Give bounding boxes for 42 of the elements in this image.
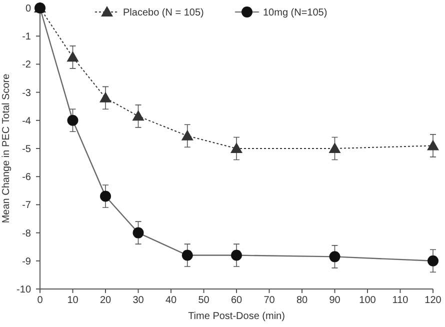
y-tick-label: -9	[22, 256, 32, 268]
x-tick-label: 20	[100, 295, 112, 306]
x-tick-label: 60	[230, 295, 242, 306]
point	[100, 92, 112, 102]
y-tick-label: -1	[22, 32, 32, 43]
y-tick-label: -10	[16, 284, 32, 296]
point	[231, 250, 242, 261]
point	[427, 140, 439, 150]
x-tick-label: 10	[67, 295, 79, 306]
x-tick-label: 110	[392, 295, 409, 306]
x-tick-label: 40	[165, 295, 177, 306]
y-tick-label: -8	[22, 228, 32, 240]
point	[132, 227, 144, 238]
legend-label: 10mg (N=105)	[263, 8, 328, 18]
point	[66, 51, 79, 62]
y-tick-label: -7	[22, 200, 32, 212]
y-axis-title: Mean Change in PEC Total Score	[1, 73, 12, 224]
point	[182, 250, 193, 261]
point	[328, 142, 341, 153]
x-tick-label: 0	[37, 295, 44, 306]
point	[67, 114, 78, 126]
point	[132, 110, 144, 121]
y-tick-label: -5	[22, 144, 32, 155]
x-tick-label: 100	[359, 295, 376, 306]
x-tick-label: 80	[296, 295, 308, 306]
x-tick-label: 120	[424, 295, 442, 306]
y-tick-label: 0	[25, 4, 32, 14]
x-tick-label: 90	[329, 295, 341, 306]
x-axis-title: Time Post-Dose (min)	[188, 311, 285, 322]
x-tick-label: 50	[198, 295, 210, 306]
point	[428, 255, 438, 266]
y-tick-label: -2	[22, 60, 32, 71]
x-tick-label: 70	[264, 295, 276, 306]
x-tick-label: 30	[132, 295, 144, 306]
y-tick-label: -6	[22, 172, 32, 184]
legend-label: Placebo (N = 105)	[123, 8, 204, 18]
y-tick-label: -3	[22, 88, 32, 99]
point	[230, 142, 242, 153]
point	[100, 190, 111, 202]
point	[181, 130, 194, 140]
y-tick-label: -4	[22, 116, 32, 127]
point	[329, 251, 340, 262]
